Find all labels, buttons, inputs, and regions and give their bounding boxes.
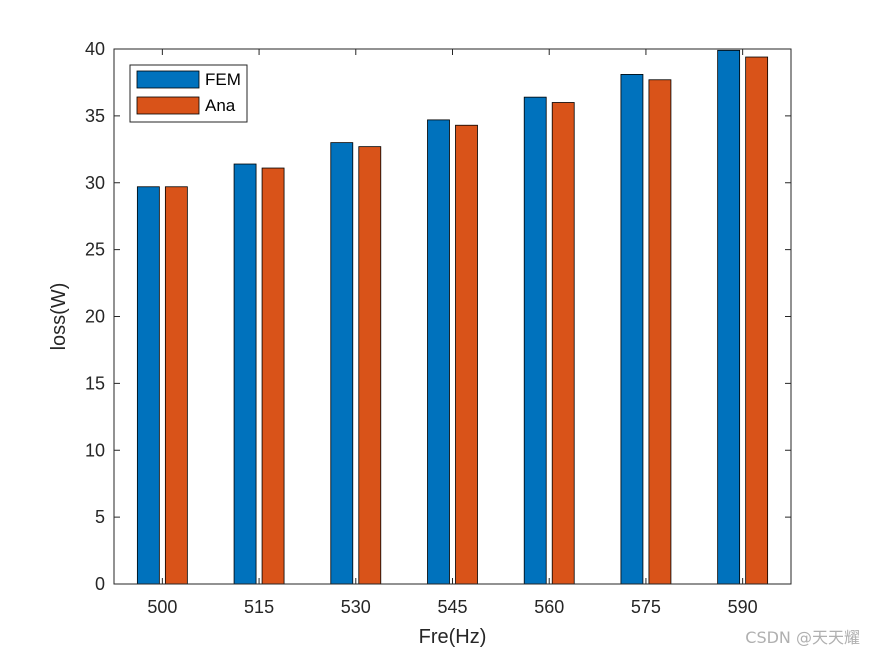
- plot-area-frame: [114, 49, 791, 584]
- bar-fem-530: [331, 143, 353, 584]
- legend-label-fem: FEM: [205, 70, 241, 89]
- bar-ana-590: [746, 57, 768, 584]
- y-tick-label: 0: [95, 574, 105, 594]
- bar-fem-560: [524, 97, 546, 584]
- x-tick-label: 575: [631, 597, 661, 617]
- watermark-text: CSDN @天天耀: [745, 624, 860, 648]
- x-tick-label: 545: [437, 597, 467, 617]
- bar-ana-515: [262, 168, 284, 584]
- x-tick-label: 590: [728, 597, 758, 617]
- bar-fem-500: [137, 187, 159, 584]
- y-tick-label: 5: [95, 507, 105, 527]
- legend: FEM Ana: [130, 65, 247, 122]
- y-tick-label: 30: [85, 173, 105, 193]
- x-tick-label: 530: [341, 597, 371, 617]
- y-tick-label: 40: [85, 39, 105, 59]
- y-tick-label: 10: [85, 440, 105, 460]
- bar-ana-530: [359, 147, 381, 584]
- bar-fem-575: [621, 74, 643, 584]
- y-tick-label: 25: [85, 240, 105, 260]
- bar-ana-500: [165, 187, 187, 584]
- y-axis-label: loss(W): [48, 283, 70, 351]
- y-tick-label: 35: [85, 106, 105, 126]
- bar-ana-560: [552, 103, 574, 585]
- bars-group: [137, 50, 767, 584]
- bar-fem-545: [428, 120, 450, 584]
- bar-fem-515: [234, 164, 256, 584]
- y-tick-label: 15: [85, 373, 105, 393]
- x-tick-label: 560: [534, 597, 564, 617]
- x-tick-label: 515: [244, 597, 274, 617]
- y-tick-label: 20: [85, 307, 105, 327]
- bar-ana-545: [456, 125, 478, 584]
- legend-swatch-ana: [137, 97, 199, 114]
- bar-fem-590: [718, 50, 740, 584]
- legend-label-ana: Ana: [205, 96, 236, 115]
- legend-swatch-fem: [137, 71, 199, 88]
- bar-ana-575: [649, 80, 671, 584]
- x-axis-label: Fre(Hz): [419, 626, 487, 648]
- x-tick-label: 500: [147, 597, 177, 617]
